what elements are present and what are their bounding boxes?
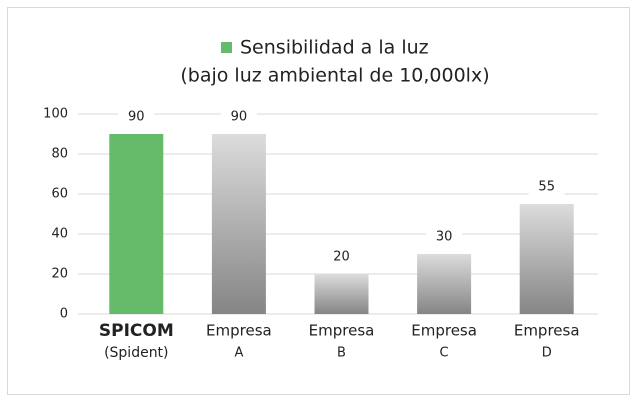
bar <box>211 134 266 314</box>
value-label-bg <box>426 227 463 247</box>
value-label: 55 <box>538 180 555 195</box>
value-label: 30 <box>436 230 453 245</box>
x-tick-label: B <box>337 346 346 361</box>
x-tick-label: (Spident) <box>104 345 168 361</box>
value-label-bg <box>528 177 565 197</box>
value-label-bg <box>220 107 257 127</box>
value-label: 20 <box>333 250 350 265</box>
x-tick-label: Empresa <box>411 322 477 340</box>
y-tick-label: 40 <box>51 227 68 242</box>
bar <box>109 134 164 314</box>
bar <box>314 274 369 314</box>
y-tick-label: 80 <box>51 147 68 162</box>
y-tick-label: 20 <box>51 267 68 282</box>
y-tick-label: 60 <box>51 187 68 202</box>
x-tick-label: Empresa <box>514 322 580 340</box>
value-label: 90 <box>128 110 145 125</box>
bar <box>417 254 472 314</box>
x-tick-label: C <box>440 346 449 361</box>
bar <box>519 204 574 314</box>
legend-marker <box>221 42 232 53</box>
y-tick-label: 100 <box>43 107 68 122</box>
x-tick-label: Empresa <box>309 322 375 340</box>
chart-title: Sensibilidad a la luz <box>240 37 429 59</box>
x-tick-label: Empresa <box>206 322 272 340</box>
x-tick-label: A <box>234 346 243 361</box>
value-label: 90 <box>231 110 248 125</box>
chart-subtitle: (bajo luz ambiental de 10,000lx) <box>180 65 489 87</box>
value-label-bg <box>323 247 360 267</box>
grid <box>78 113 598 315</box>
value-label-bg <box>118 107 155 127</box>
x-tick-label: SPICOM <box>99 321 174 341</box>
y-tick-label: 0 <box>60 307 68 322</box>
x-tick-label: D <box>542 346 552 361</box>
